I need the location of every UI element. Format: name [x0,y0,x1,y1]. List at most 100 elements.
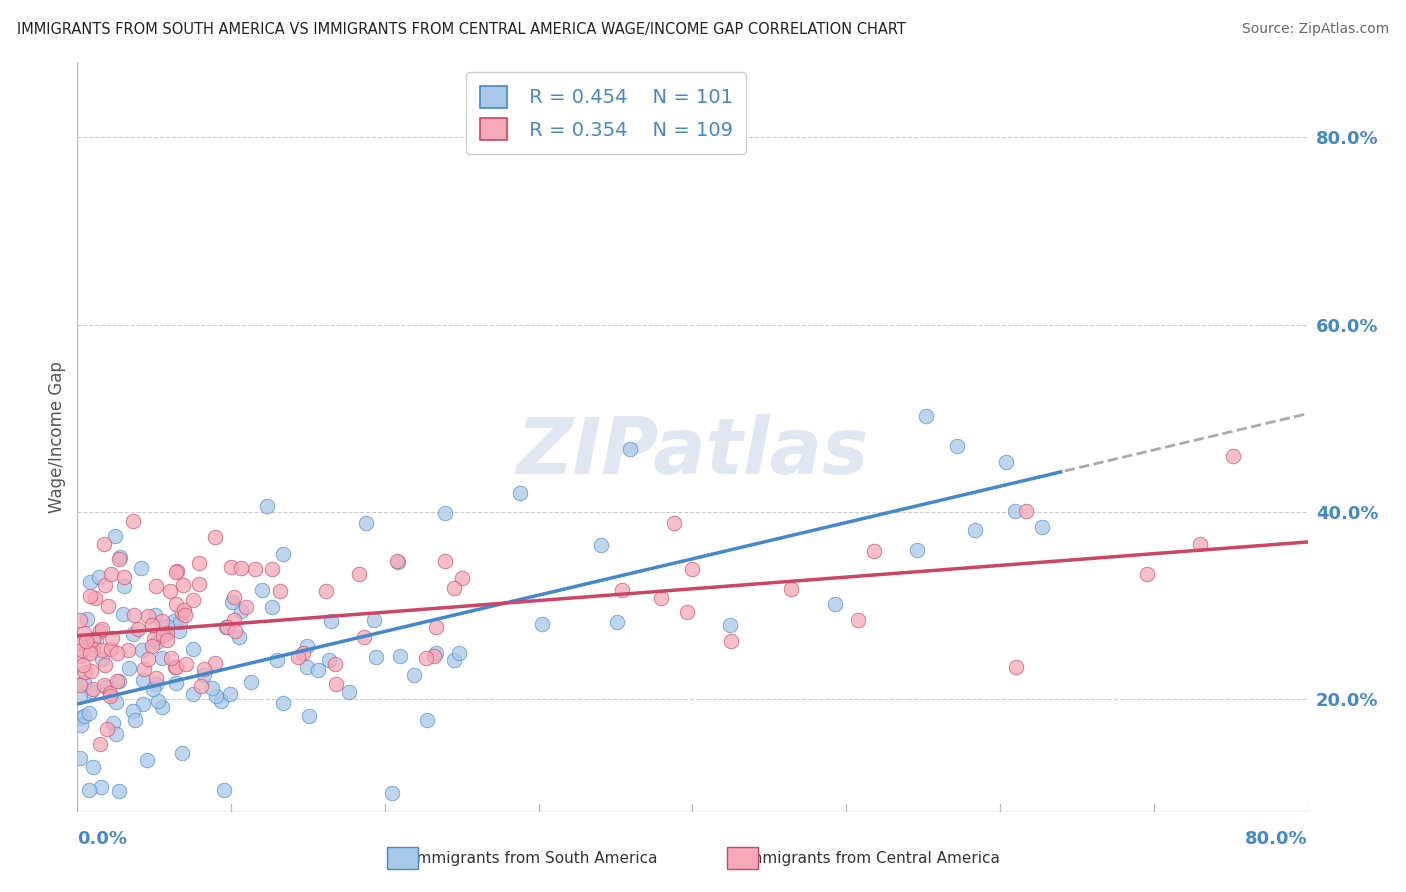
Point [287,650,309,665]
Point [201,681,224,696]
Point [307,663,329,677]
Point [94,578,117,592]
Point [96,681,118,695]
Point [104,529,127,543]
Point [112,607,135,622]
Point [150,614,173,628]
Point [77,638,100,652]
Point [183,593,205,607]
Point [262,600,284,615]
Point [291,646,314,660]
Point [193,662,215,676]
Point [229,604,252,618]
Point [165,660,187,674]
Point [72,658,94,673]
Point [162,615,184,629]
Point [215,620,238,634]
Point [73,625,96,640]
Point [142,682,165,697]
Point [1015,504,1038,518]
Point [1004,503,1026,517]
Point [422,649,444,664]
Point [97,599,120,614]
Point [295,639,318,653]
Point [218,687,240,701]
Point [188,556,211,570]
Point [105,727,128,741]
Text: IMMIGRANTS FROM SOUTH AMERICA VS IMMIGRANTS FROM CENTRAL AMERICA WAGE/INCOME GAP: IMMIGRANTS FROM SOUTH AMERICA VS IMMIGRA… [17,22,905,37]
Point [235,599,257,614]
Point [169,615,191,629]
Point [591,539,613,553]
Point [69,678,91,692]
Point [271,548,294,562]
Point [1005,660,1028,674]
Point [108,551,131,566]
Point [172,747,194,761]
Point [145,671,167,685]
Point [89,624,111,638]
Text: Immigrants from Central America: Immigrants from Central America [744,851,1000,865]
Point [443,581,465,595]
Point [69,711,91,725]
Point [681,562,703,576]
Point [122,626,145,640]
Point [266,652,288,666]
Point [89,737,111,751]
Point [209,693,232,707]
Point [347,566,370,581]
Point [156,626,179,640]
Point [93,678,115,692]
Point [90,780,112,794]
Point [80,640,103,654]
Point [325,657,347,671]
Point [824,597,846,611]
Point [215,619,238,633]
Point [174,608,197,623]
Point [69,636,91,650]
Point [136,652,159,666]
Point [141,640,163,654]
Point [252,582,274,597]
Point [271,697,294,711]
Point [1222,449,1244,463]
Legend:  R = 0.454    N = 101,  R = 0.354    N = 109: R = 0.454 N = 101, R = 0.354 N = 109 [467,72,747,154]
Point [82,681,104,696]
Point [364,649,387,664]
Point [174,657,197,672]
Point [112,570,135,584]
Point [416,713,439,727]
Point [90,652,112,666]
Point [509,486,531,500]
Point [165,566,187,580]
Point [84,634,107,648]
Point [204,530,226,544]
Point [79,646,101,660]
Point [222,590,245,604]
Point [105,646,128,660]
Point [449,646,471,660]
Point [205,689,228,703]
Point [146,635,169,649]
Point [101,716,124,731]
Point [183,642,205,657]
Point [165,676,187,690]
Point [173,603,195,617]
Text: Source: ZipAtlas.com: Source: ZipAtlas.com [1241,22,1389,37]
Point [93,537,115,551]
Point [152,628,174,642]
Point [69,717,91,731]
Point [100,566,122,581]
Point [89,570,111,584]
Point [354,516,377,530]
Point [150,651,173,665]
Point [221,595,243,609]
Point [107,674,129,689]
Point [108,549,131,564]
Point [82,642,104,657]
Point [353,630,375,644]
Text: 80.0%: 80.0% [1244,830,1308,848]
Point [77,783,100,797]
Point [90,623,112,637]
Point [131,642,153,657]
